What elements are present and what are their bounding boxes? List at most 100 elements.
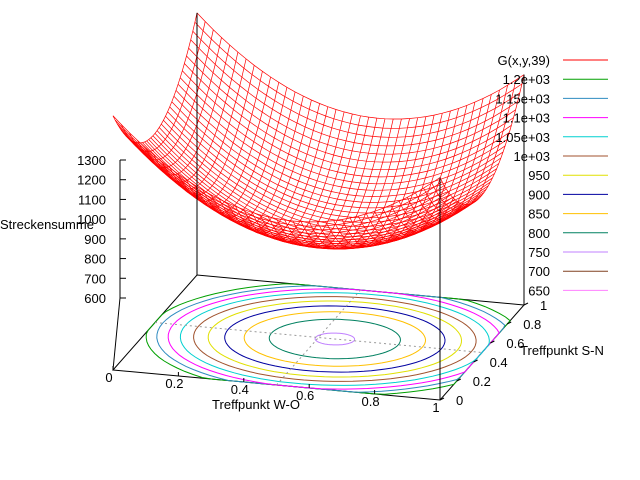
- surface-mesh-line: [431, 80, 517, 211]
- legend-label: 1e+03: [513, 149, 550, 164]
- surface-mesh-line: [251, 109, 337, 240]
- z-axis-label: Streckensumme: [0, 217, 94, 232]
- surface-mesh-line: [179, 77, 508, 185]
- x-tick-label: 0.4: [231, 382, 249, 397]
- legend-label: 1.15e+03: [495, 91, 550, 106]
- legend-label: 800: [528, 226, 550, 241]
- base-grid-line: [154, 322, 483, 353]
- surface-mesh-line: [423, 85, 508, 216]
- legend-label: 1.05e+03: [495, 130, 550, 145]
- z-axis-drop: [112, 297, 121, 371]
- surface-mesh-line: [177, 83, 506, 191]
- x-tick-label: 0.6: [296, 388, 314, 403]
- y-tick-label: 0.4: [490, 355, 508, 370]
- z-tick-label: 600: [84, 291, 106, 306]
- surface-mesh-line: [175, 90, 504, 197]
- surface-mesh-line: [192, 30, 520, 138]
- y-tick: [523, 302, 529, 306]
- surface-mesh-line: [300, 118, 386, 250]
- surface-mesh-line: [184, 63, 512, 171]
- legend-label: 650: [528, 283, 550, 298]
- y-tick: [506, 321, 512, 325]
- surface-mesh-line: [112, 12, 198, 144]
- surface-mesh: [112, 12, 525, 250]
- x-tick-label: 1: [432, 400, 439, 415]
- surface-mesh-line: [119, 126, 447, 234]
- surface-mesh-line: [406, 94, 492, 225]
- surface-mesh-line: [171, 101, 499, 209]
- x-tick-label: 0.8: [362, 394, 380, 409]
- surface-mesh-line: [163, 120, 491, 227]
- z-tick-label: 900: [84, 232, 106, 247]
- surface-mesh-line: [161, 123, 489, 231]
- z-tick-label: 800: [84, 252, 106, 267]
- surface-mesh-line: [366, 110, 451, 242]
- surface-mesh-line: [333, 117, 419, 249]
- contour-line: [193, 296, 477, 382]
- y-tick-label: 0: [456, 393, 463, 408]
- x-axis-label: Treffpunkt W-O: [212, 397, 300, 412]
- surface-mesh-line: [439, 74, 525, 206]
- surface-mesh-line: [398, 98, 484, 229]
- surface-mesh-line: [186, 55, 514, 163]
- legend-label: G(x,y,39): [498, 53, 551, 68]
- legend-label: 850: [528, 207, 550, 222]
- contour-line: [156, 285, 506, 393]
- contour-line: [167, 288, 500, 390]
- surface-mesh-line: [357, 113, 443, 244]
- axes: [112, 12, 529, 401]
- y-axis-label: Treffpunkt S-N: [520, 343, 604, 358]
- y-tick-label: 1: [540, 298, 547, 313]
- legend-label: 950: [528, 168, 550, 183]
- surface-mesh-line: [308, 118, 394, 250]
- legend-label: 750: [528, 245, 550, 260]
- legend-label: 1.1e+03: [503, 111, 550, 126]
- y-tick: [439, 397, 445, 401]
- tick-labels: 600 700 800 900 1000 1100 1200 1300 0 0.2 0.4 0.6 0.…: [77, 153, 547, 415]
- contour-line: [207, 300, 463, 378]
- surface-mesh-line: [182, 70, 510, 178]
- surface-mesh-line: [382, 105, 468, 236]
- legend-label: 1.2e+03: [503, 72, 550, 87]
- surface-mesh-line: [235, 103, 320, 234]
- base-grid-line: [276, 289, 361, 386]
- surface-mesh-line: [292, 118, 378, 249]
- contour-line: [243, 311, 427, 367]
- z-tick-label: 700: [84, 271, 106, 286]
- surface-mesh-line: [341, 116, 427, 247]
- surface-mesh-line: [390, 102, 476, 233]
- surface-mesh-line: [325, 118, 410, 249]
- y-tick-label: 0.8: [523, 317, 541, 332]
- z-tick-label: 1100: [78, 192, 106, 207]
- legend: G(x,y,39) 1.2e+03 1.15e+03 1.1e+03 1.05e+03 1…: [495, 53, 608, 298]
- surface-mesh-line: [190, 39, 518, 147]
- y-tick-label: 0.2: [473, 374, 491, 389]
- contour-line: [224, 305, 446, 373]
- surface-mesh-line: [194, 21, 523, 129]
- z-tick-label: 1200: [77, 173, 106, 188]
- surface-mesh-line: [188, 47, 516, 155]
- surface-mesh-line: [196, 12, 525, 120]
- surface-mesh-line: [154, 133, 483, 240]
- y-tick-label: 0.6: [506, 336, 524, 351]
- surface-mesh-line: [173, 95, 502, 203]
- z-tick-label: 1000: [77, 212, 106, 227]
- surface-mesh-line: [158, 127, 487, 235]
- y-tick: [490, 340, 495, 344]
- surface-mesh-line: [317, 118, 402, 250]
- x-tick-label: 0.2: [165, 376, 183, 391]
- surface-mesh-line: [156, 130, 485, 238]
- surface-mesh-line: [259, 111, 345, 243]
- y-tick: [456, 378, 462, 382]
- legend-label: 900: [528, 187, 550, 202]
- legend-label: 700: [528, 264, 550, 279]
- z-tick-label: 1300: [77, 153, 106, 168]
- surface-mesh-line: [374, 108, 459, 239]
- y-tick: [473, 359, 478, 363]
- surface-mesh-line: [169, 106, 497, 214]
- surface-mesh-line: [165, 115, 493, 223]
- surface-mesh-line: [202, 87, 288, 218]
- x-tick-label: 0: [105, 370, 112, 385]
